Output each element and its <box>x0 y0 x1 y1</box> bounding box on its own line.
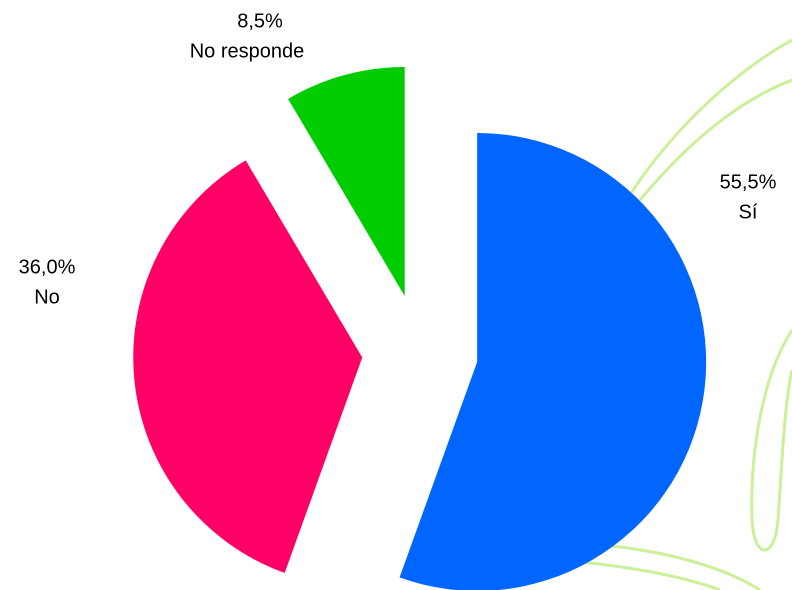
category-label: No <box>34 286 60 308</box>
category-label: No responde <box>190 40 305 62</box>
pie-slice <box>400 133 707 590</box>
data-label: 55,5% <box>720 171 777 193</box>
category-label: Sí <box>739 201 758 223</box>
data-label: 8,5% <box>237 10 283 32</box>
chart: 55,5% Sí 36,0% No 8,5% No responde <box>0 0 792 590</box>
data-label: 36,0% <box>19 256 76 278</box>
pie-slice <box>133 160 362 573</box>
